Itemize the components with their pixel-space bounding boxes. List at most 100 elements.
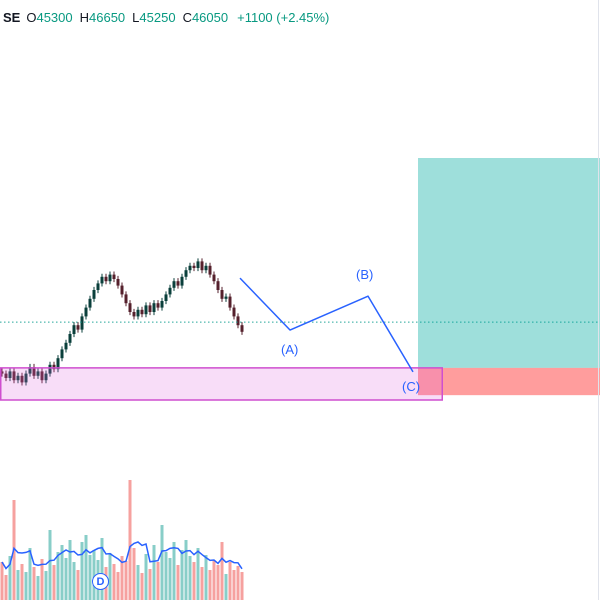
volume-bar [0,562,4,600]
candle-body [96,283,100,290]
wave-label-a[interactable]: (A) [281,342,299,357]
abc-projection-line[interactable] [239,277,414,373]
volume-bar [88,555,92,600]
volume-bar [140,573,144,600]
candle-body [76,325,80,330]
candle-body [204,265,208,271]
wave-marker-d[interactable]: D [92,573,109,590]
volume-bar [108,553,112,600]
volume-bar [48,530,52,600]
candle-body [72,325,76,334]
candle-body [40,371,44,381]
volume-bar [228,562,232,600]
candle-body [100,276,104,284]
candle-body [240,325,244,332]
candle-body [12,371,16,381]
volume-bar [124,561,128,600]
candle-body [236,316,240,326]
candle-body [60,349,64,359]
candle-body [132,312,136,317]
candle-body [180,276,184,286]
volume-bar [148,569,152,600]
candle-body [68,334,72,343]
volume-bar [208,570,212,600]
candle-body [232,307,236,317]
volume-bar [224,574,228,600]
ohlc-letter: C [182,10,192,25]
volume-bar [60,545,64,600]
volume-ma-line [1,541,243,570]
ohlc-letter: H [79,10,90,25]
volume-bar [24,572,28,600]
candle-body [208,265,212,275]
wave-label-c[interactable]: (C) [402,379,421,394]
profit-zone[interactable] [418,158,600,368]
symbol-name[interactable]: SE [3,10,21,25]
ohlc-field-c: C46050 [183,10,229,25]
volume-bar [116,572,120,600]
ohlc-number: 45250 [139,10,176,25]
ohlc-number: 45300 [36,10,73,25]
candle-body [172,281,176,288]
volume-bar [36,576,40,600]
change-value: +1100 (+2.45%) [237,10,330,25]
candle-body [196,261,200,268]
volume-bar [132,548,136,600]
candle-body [184,270,188,277]
volume-bar [180,550,184,600]
volume-bar [32,567,36,600]
ohlc-letter: L [132,10,140,25]
demand-band[interactable] [0,367,443,401]
volume-bar [4,575,8,600]
candle-body [44,373,48,381]
candle-body [20,375,24,383]
candle-body [156,303,160,308]
candle-body [0,371,4,374]
ohlc-field-o: O45300 [26,10,72,25]
volume-bar [72,562,76,600]
candle-body [24,373,28,383]
candle-body [152,303,156,312]
loss-zone[interactable] [418,367,600,396]
candle-body [188,265,192,271]
candle-body [8,371,12,378]
volume-bar [52,565,56,600]
candle-body [136,309,140,317]
volume-bar [8,556,12,600]
candle-body [84,307,88,317]
volume-bar [168,558,172,600]
volume-bar [40,559,44,600]
volume-bar [20,564,24,600]
candle-body [148,305,152,312]
ohlc-number: 46650 [89,10,126,25]
volume-bar [176,565,180,600]
wave-label-b[interactable]: (B) [356,267,374,282]
candle-body [200,261,204,271]
candle-body [140,309,144,315]
volume-bar [160,525,164,600]
candle-body [16,375,20,381]
candle-body [228,296,232,308]
volume-bar [44,571,48,600]
candle-body [124,294,128,304]
volume-bar [164,552,168,600]
candle-body [104,276,108,282]
volume-bar [184,540,188,600]
volume-bar [28,548,32,600]
candle-body [128,303,132,312]
candle-body [192,265,196,268]
volume-bar [212,560,216,600]
volume-bar [232,570,236,600]
volume-bar [192,562,196,600]
candle-body [48,364,52,374]
candle-body [4,373,8,378]
ohlc-number: 46050 [191,10,229,25]
candle-body [64,342,68,350]
volume-bar [56,552,60,600]
volume-bar [204,555,208,600]
volume-bar [120,556,124,600]
candle-body [56,358,60,370]
candle-body [160,301,164,308]
